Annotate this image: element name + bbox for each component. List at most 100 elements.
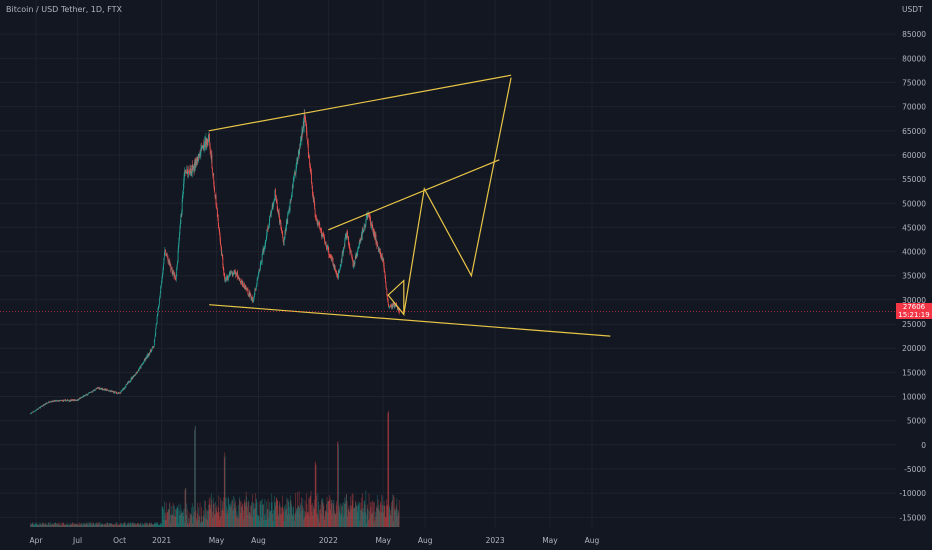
candle-body <box>187 172 189 174</box>
candle-body <box>200 148 202 154</box>
last-price-value: 27606 <box>902 303 926 312</box>
time-tick-label: Jul <box>72 536 82 545</box>
candle-body <box>324 242 326 244</box>
candle-body <box>230 272 232 274</box>
candle-body <box>43 404 45 406</box>
candle-body <box>95 388 97 390</box>
candle-body <box>332 258 334 265</box>
candle-body <box>301 135 302 140</box>
candle-body <box>66 400 68 401</box>
candle-body <box>169 264 171 266</box>
candle-body <box>131 377 133 379</box>
candle-body <box>145 357 147 359</box>
candle-body <box>172 270 174 274</box>
candle-body <box>98 387 99 389</box>
candle-body <box>227 276 229 280</box>
candle-body <box>223 273 225 275</box>
candle-body <box>331 257 332 259</box>
candle-body <box>83 395 84 398</box>
candle-body <box>131 377 133 380</box>
candle-body <box>270 214 272 216</box>
candle-body <box>171 267 173 269</box>
candle-body <box>88 392 89 394</box>
candle-body <box>377 247 379 250</box>
candle-body <box>184 170 186 172</box>
candle-body <box>291 193 293 195</box>
candle-body <box>185 172 187 173</box>
candle-body <box>53 400 55 401</box>
candle-body <box>63 400 64 402</box>
candle-body <box>111 390 113 392</box>
candle-body <box>42 405 44 407</box>
candle-body <box>228 276 230 277</box>
candle-body <box>351 255 353 260</box>
candle-body <box>325 242 327 247</box>
candle-body <box>253 299 254 302</box>
price-tick-label: 0 <box>921 441 926 450</box>
candle-body <box>242 285 244 287</box>
candle-body <box>116 392 118 394</box>
candle-body <box>347 233 348 238</box>
candle-body <box>193 166 195 171</box>
candle-body <box>142 363 143 365</box>
candle-body <box>130 380 131 382</box>
candle-body <box>93 389 95 391</box>
time-axis[interactable]: Apr Jul Oct 2021 May Aug 2022 May Aug 2023 May Aug <box>30 536 600 545</box>
time-tick-label: May <box>375 536 391 545</box>
candle-body <box>382 259 384 261</box>
lower-trendline[interactable] <box>209 304 611 337</box>
candle-body <box>64 399 66 401</box>
candle-body <box>137 371 138 373</box>
candle-body <box>319 228 321 230</box>
candle-body <box>226 278 227 280</box>
candle-body <box>372 229 374 231</box>
candle-body <box>121 390 123 392</box>
volume-bars <box>30 410 400 527</box>
candle-body <box>177 260 179 264</box>
candle-body <box>68 400 69 402</box>
candle-body <box>99 387 101 390</box>
candle-body <box>209 143 211 151</box>
price-tick-label: 55000 <box>902 175 926 184</box>
candle-body <box>316 218 317 221</box>
candle-body <box>316 220 318 222</box>
candle-body <box>302 129 304 134</box>
inner-channel-top[interactable] <box>328 159 500 231</box>
candle-body <box>219 234 221 241</box>
candle-body <box>243 285 244 287</box>
candle-body <box>109 390 110 392</box>
projection-path[interactable] <box>403 77 512 315</box>
candle-body <box>277 209 279 212</box>
candle-body <box>274 189 276 198</box>
candle-body <box>298 149 300 155</box>
candle-body <box>211 154 213 168</box>
candle-body <box>239 279 241 282</box>
candle-body <box>304 115 306 120</box>
candle-body <box>33 410 35 412</box>
candle-body <box>296 165 297 170</box>
candle-body <box>365 219 367 226</box>
candle-body <box>224 280 226 281</box>
price-tick-label: 5000 <box>907 417 926 426</box>
candle-body <box>107 390 109 391</box>
candle-body <box>74 400 76 401</box>
candle-body <box>243 282 245 287</box>
candle-body <box>117 392 119 394</box>
candle-body <box>58 400 60 402</box>
trend-drawings[interactable] <box>208 74 611 337</box>
candle-body <box>305 124 307 125</box>
candle-body <box>78 398 79 401</box>
candle-body <box>139 367 141 369</box>
candle-body <box>378 248 380 250</box>
candle-body <box>71 399 73 401</box>
candle-body <box>306 124 307 133</box>
candle-body <box>268 226 270 227</box>
price-axis[interactable]: 8500080000750007000065000600005500050000… <box>899 30 926 522</box>
candle-body <box>278 210 279 215</box>
small-triangle[interactable] <box>387 279 405 317</box>
candle-body <box>164 249 166 251</box>
candle-body <box>205 137 207 149</box>
upper-trendline[interactable] <box>208 74 512 132</box>
candle-body <box>352 259 354 261</box>
